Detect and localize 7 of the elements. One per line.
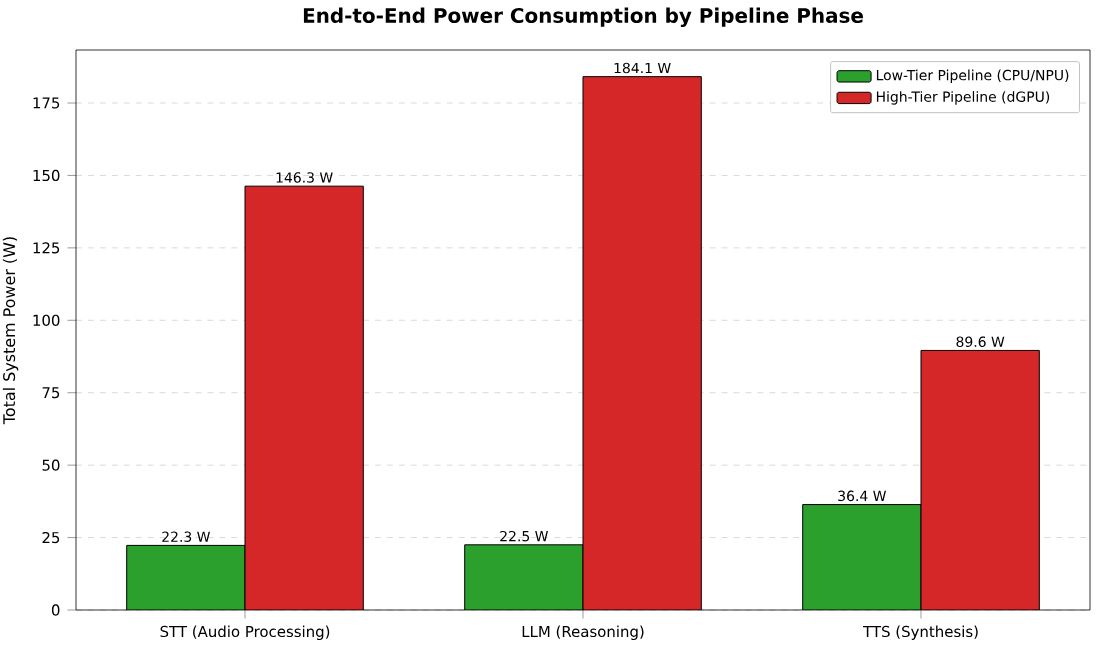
bar <box>126 544 246 610</box>
bar <box>582 76 702 610</box>
chart-title: End-to-End Power Consumption by Pipeline Phase <box>303 7 863 28</box>
bar <box>920 349 1040 610</box>
bar <box>802 504 922 610</box>
bar <box>464 544 584 610</box>
bar <box>244 185 364 610</box>
